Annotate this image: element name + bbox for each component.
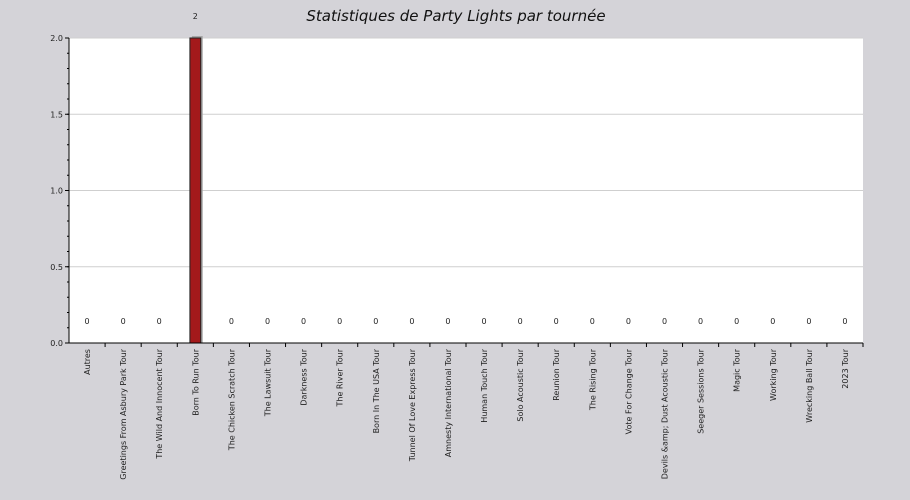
data-label: 0 xyxy=(554,317,559,326)
data-label: 0 xyxy=(84,317,89,326)
data-label: 0 xyxy=(157,317,162,326)
x-tick-label: Darkness Tour xyxy=(300,348,309,405)
x-tick-label: Greetings From Asbury Park Tour xyxy=(119,348,128,479)
data-label: 0 xyxy=(770,317,775,326)
x-tick-label: The Wild And Innocent Tour xyxy=(155,348,164,459)
data-labels: 0 0 0 2 0 0 0 0 0 0 0 0 0 0 0 0 0 0 0 0 0 0 xyxy=(84,12,847,326)
data-label: 0 xyxy=(301,317,306,326)
data-label: 0 xyxy=(373,317,378,326)
y-tick-label: 0.5 xyxy=(50,263,63,272)
data-label: 0 xyxy=(445,317,450,326)
x-tick-label: Reunion Tour xyxy=(552,348,561,400)
y-tick-label: 1.0 xyxy=(50,187,63,196)
x-tick-label: Born In The USA Tour xyxy=(372,348,381,433)
x-tick-label: The Rising Tour xyxy=(588,348,597,411)
x-tick-label: 2023 Tour xyxy=(841,348,850,388)
x-tick-label: Amnesty International Tour xyxy=(444,348,453,457)
x-tick-label: Tunnel Of Love Express Tour xyxy=(408,348,417,462)
x-tick-label: Born To Run Tour xyxy=(191,348,200,415)
bars xyxy=(189,36,203,344)
data-label: 0 xyxy=(518,317,523,326)
x-tick-label: Vote For Change Tour xyxy=(624,348,633,434)
data-label: 2 xyxy=(193,12,198,21)
chart-title: Statistiques de Party Lights par tournée xyxy=(306,7,605,25)
y-tick-label: 0.0 xyxy=(50,339,63,348)
x-tick-label: Seeger Sessions Tour xyxy=(697,348,706,433)
data-label: 0 xyxy=(590,317,595,326)
data-label: 0 xyxy=(698,317,703,326)
y-tick-label: 1.5 xyxy=(50,110,63,119)
x-tick-label: Autres xyxy=(83,349,92,375)
x-tick-label: The Chicken Scratch Tour xyxy=(227,348,236,451)
data-label: 0 xyxy=(265,317,270,326)
x-tick-label: Wrecking Ball Tour xyxy=(805,348,814,422)
data-label: 0 xyxy=(734,317,739,326)
x-axis-ticks: Autres Greetings From Asbury Park Tour The… xyxy=(83,343,864,480)
data-label: 0 xyxy=(409,317,414,326)
x-tick-label: Human Touch Tour xyxy=(480,348,489,422)
data-label: 0 xyxy=(806,317,811,326)
x-tick-label: The River Tour xyxy=(336,348,345,407)
data-label: 0 xyxy=(842,317,847,326)
y-tick-label: 2.0 xyxy=(50,34,63,43)
data-label: 0 xyxy=(662,317,667,326)
x-tick-label: Devils &amp; Dust Acoustic Tour xyxy=(661,348,670,479)
data-label: 0 xyxy=(229,317,234,326)
data-label: 0 xyxy=(481,317,486,326)
data-label: 0 xyxy=(626,317,631,326)
x-tick-label: Solo Acoustic Tour xyxy=(516,348,525,421)
x-tick-label: Working Tour xyxy=(769,348,778,401)
data-label: 0 xyxy=(121,317,126,326)
data-label: 0 xyxy=(337,317,342,326)
bar xyxy=(189,37,202,344)
y-axis-ticks: 0.0 0.5 1.0 1.5 2.0 xyxy=(50,34,69,348)
x-tick-label: The Lawsuit Tour xyxy=(264,348,273,417)
x-tick-label: Magic Tour xyxy=(733,348,742,392)
